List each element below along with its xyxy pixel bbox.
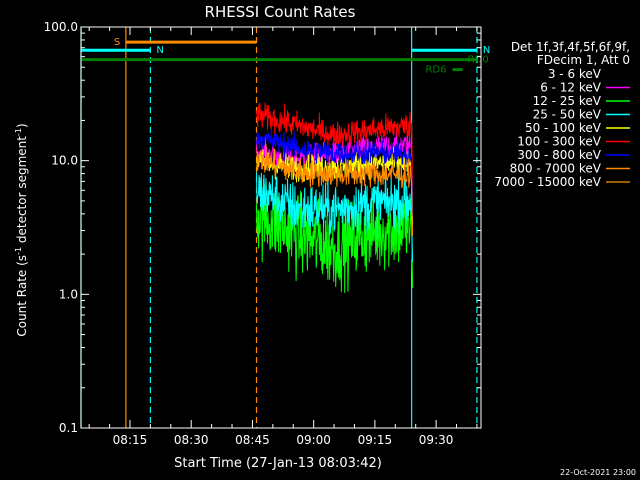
y-tick-label: 0.1 bbox=[59, 421, 78, 435]
legend-entry-label: 100 - 300 keV bbox=[517, 135, 601, 149]
flag-label: RD6 bbox=[425, 65, 446, 76]
series-line bbox=[256, 143, 414, 237]
series-line bbox=[256, 163, 414, 262]
legend-entry-label: 300 - 800 keV bbox=[517, 148, 601, 162]
x-tick-label: 09:30 bbox=[419, 433, 454, 447]
y-tick-label: 100.0 bbox=[44, 20, 78, 34]
chart-title: RHESSI Count Rates bbox=[205, 3, 356, 21]
legend-entry-label: 12 - 25 keV bbox=[533, 94, 602, 108]
x-axis-label: Start Time (27-Jan-13 08:03:42) bbox=[174, 456, 382, 471]
legend-entry-label: 6 - 12 keV bbox=[540, 81, 602, 95]
y-axis-label: Count Rate (s-1 detector segment-1) bbox=[14, 123, 29, 336]
y-tick-label: 1.0 bbox=[59, 287, 78, 301]
footer-date: 22-Oct-2021 23:00 bbox=[560, 468, 636, 477]
legend-entry-label: 3 - 6 keV bbox=[548, 67, 602, 81]
data-series bbox=[256, 102, 414, 298]
flag-label: S bbox=[114, 37, 120, 48]
x-tick-label: 08:15 bbox=[113, 433, 148, 447]
flag-label: N bbox=[156, 45, 163, 56]
legend-entry-label: 25 - 50 keV bbox=[533, 108, 602, 122]
y-tick-label: 10.0 bbox=[51, 154, 78, 168]
legend-entry-label: 50 - 100 keV bbox=[525, 121, 602, 135]
x-tick-label: 08:30 bbox=[174, 433, 209, 447]
legend-header-line-2: FDecim 1, Att 0 bbox=[537, 53, 630, 67]
legend-entry-label: 800 - 7000 keV bbox=[510, 162, 602, 176]
x-tick-label: 09:15 bbox=[358, 433, 393, 447]
x-axis: 08:15 08:30 08:45 09:00 09:15 09:30 bbox=[88, 27, 478, 447]
legend-header-line-1: Det 1f,3f,4f,5f,6f,9f, bbox=[511, 40, 630, 54]
flag-label: RD0 bbox=[468, 55, 489, 66]
legend-entry-label: 7000 - 15000 keV bbox=[494, 175, 601, 189]
legend: Det 1f,3f,4f,5f,6f,9f, FDecim 1, Att 0 3… bbox=[494, 40, 630, 189]
flag-label: N bbox=[483, 45, 490, 56]
series-line bbox=[256, 102, 414, 186]
series-line bbox=[256, 178, 414, 294]
plot-frame bbox=[80, 26, 482, 429]
series-line bbox=[256, 129, 414, 217]
status-flags: S N N RD6 RD0 bbox=[81, 37, 490, 76]
x-tick-label: 08:45 bbox=[235, 433, 270, 447]
x-tick-label: 09:00 bbox=[296, 433, 331, 447]
y-axis: 0.1 1.0 10.0 100.0 bbox=[44, 20, 481, 435]
